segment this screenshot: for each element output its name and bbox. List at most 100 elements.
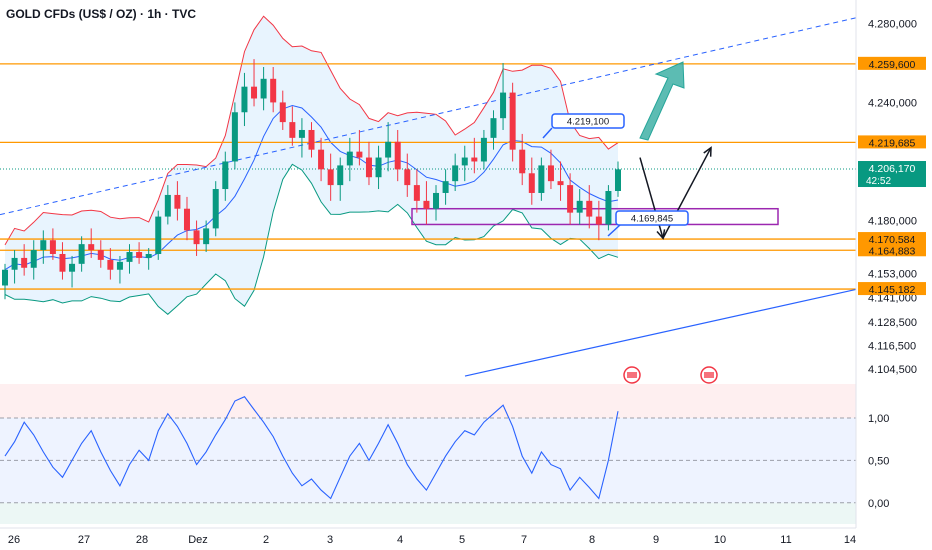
- price-marker-label: 4.219,685: [869, 137, 916, 149]
- chart-title: GOLD CFDs (US$ / OZ) · 1h · TVC: [6, 7, 197, 21]
- time-axis-tick-label: 7: [521, 534, 527, 546]
- price-marker-tag: [858, 282, 926, 296]
- candle-body: [490, 118, 497, 138]
- time-axis-tick-label: 9: [653, 534, 659, 546]
- oscillator-line: [4, 396, 619, 500]
- candle-body: [21, 257, 28, 268]
- annotation-low: 4.169,845: [631, 214, 673, 225]
- candle-body: [69, 263, 76, 272]
- price-axis-tick-label: 4.104,500: [868, 364, 917, 376]
- oscillator-tick-label: 0,00: [868, 498, 889, 510]
- price-axis-tick-label: 4.141,000: [868, 292, 917, 304]
- candle-body: [337, 165, 344, 186]
- last-price-label: 4.206,170: [869, 163, 916, 175]
- candle-body: [49, 240, 56, 254]
- price-marker-label: 4.170,584: [869, 234, 916, 246]
- candle-body: [2, 269, 8, 286]
- time-axis-tick-label: 10: [714, 534, 726, 546]
- candle-body: [576, 200, 583, 213]
- price-marker-label: 4.259,600: [869, 59, 916, 71]
- candle-body: [461, 157, 468, 166]
- annotation-high-box: [551, 113, 625, 129]
- price-marker-label: 4.164,883: [869, 245, 916, 257]
- candle-body: [528, 173, 535, 193]
- price-axis-tick-label: 4.153,000: [868, 269, 917, 281]
- price-axis-tick-label: 4.116,500: [868, 341, 916, 353]
- annotation-low-pointer: [607, 224, 621, 237]
- bollinger-lower-line: [4, 163, 619, 315]
- time-axis-tick-label: 8: [589, 534, 595, 546]
- candle-body: [557, 181, 564, 186]
- projection-up-arrow-head: [703, 146, 712, 157]
- lower-trend-line: [464, 288, 857, 377]
- candle-body: [605, 191, 612, 225]
- candle-body: [222, 161, 229, 190]
- candle-body: [413, 185, 420, 201]
- candle-body: [145, 253, 152, 258]
- candle-body: [260, 78, 267, 99]
- candle-body: [586, 200, 593, 217]
- candle-body: [471, 157, 478, 162]
- time-axis-tick-label: 11: [780, 534, 791, 546]
- annotation-high-pointer: [542, 127, 553, 139]
- candle-body: [375, 157, 382, 178]
- bollinger-middle-line: [4, 104, 619, 271]
- candle-body: [547, 165, 554, 182]
- candle-body: [538, 165, 545, 193]
- candle-body: [40, 240, 47, 251]
- time-axis-tick-label: 14: [844, 534, 856, 546]
- price-marker-label: 4.145,182: [869, 284, 916, 296]
- price-marker-tag: [858, 135, 926, 149]
- candle-body: [385, 141, 392, 158]
- time-axis-tick-label: Dez: [188, 534, 208, 546]
- candle-body: [174, 194, 181, 209]
- candle-body: [164, 194, 171, 217]
- candle-body: [155, 216, 162, 254]
- candle-body: [404, 169, 411, 186]
- oversold-zone: [0, 502, 856, 524]
- candle-body: [231, 112, 238, 162]
- candle-body: [327, 169, 334, 186]
- candle-body: [567, 185, 574, 213]
- time-axis-tick-label: 3: [327, 534, 333, 546]
- candle-body: [452, 165, 459, 182]
- candle-body: [251, 86, 258, 99]
- candle-body: [241, 86, 248, 113]
- price-axis-tick-label: 4.280,000: [868, 19, 917, 31]
- time-axis-tick-label: 26: [8, 534, 20, 546]
- candle-body: [193, 230, 200, 245]
- candle-body: [365, 157, 372, 178]
- candle-body: [423, 200, 430, 209]
- annotation-high: 4.219,100: [567, 117, 609, 128]
- flag-icon: [627, 372, 637, 378]
- candle-body: [509, 92, 516, 150]
- candle-body: [615, 169, 621, 191]
- candle-body: [212, 189, 219, 229]
- candle-body: [519, 149, 526, 174]
- candle-body: [442, 181, 449, 193]
- price-axis-tick-label: 4.240,000: [868, 97, 917, 109]
- candle-body: [88, 244, 95, 251]
- candle-body: [78, 244, 85, 264]
- candle-body: [500, 92, 507, 119]
- bollinger-fill: [5, 16, 618, 315]
- time-axis-tick-label: 27: [78, 534, 90, 546]
- upper-trend-line: [0, 17, 857, 216]
- price-marker-tag: [858, 232, 926, 246]
- candle-body: [346, 151, 353, 166]
- candle-body: [308, 129, 315, 150]
- last-price-tag: [858, 161, 926, 188]
- annotation-low-box: [615, 210, 689, 226]
- candle-body: [270, 78, 277, 103]
- candle-body: [11, 257, 18, 270]
- price-axis-tick-label: 4.128,500: [868, 317, 917, 329]
- flag-icon: [704, 372, 714, 378]
- candle-body: [136, 252, 143, 258]
- time-axis-tick-label: 2: [263, 534, 269, 546]
- candle-body: [97, 250, 104, 260]
- projection-down-arrow: [639, 157, 664, 239]
- candle-body: [318, 149, 325, 170]
- time-axis-tick-label: 5: [459, 534, 465, 546]
- oscillator-tick-label: 0,50: [868, 455, 889, 467]
